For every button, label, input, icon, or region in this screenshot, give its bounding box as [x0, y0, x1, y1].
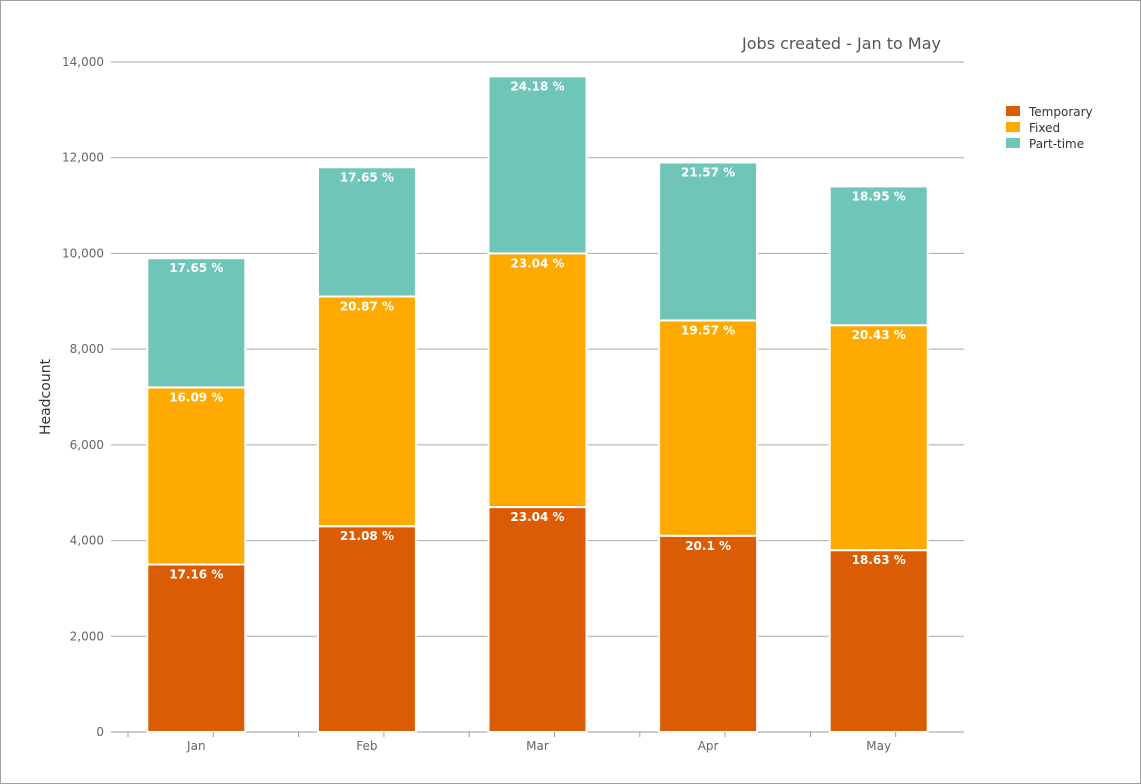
- bar-part-time: [487, 75, 588, 255]
- data-label: 24.18 %: [510, 79, 564, 93]
- x-tick-label: Feb: [356, 739, 377, 753]
- data-label: 16.09 %: [169, 390, 223, 404]
- y-tick-label: 2,000: [70, 629, 104, 643]
- x-tick-label: Apr: [698, 739, 719, 753]
- y-axis-label: Headcount: [38, 358, 54, 435]
- data-label: 23.04 %: [510, 510, 564, 524]
- bar-temporary: [316, 525, 417, 734]
- bar-part-time: [316, 166, 417, 298]
- bar-part-time: [146, 257, 247, 389]
- data-label: 17.16 %: [169, 568, 223, 582]
- data-label: 20.87 %: [340, 300, 394, 314]
- bar-temporary: [146, 563, 247, 733]
- bar-part-time: [658, 161, 759, 322]
- legend-label: Part-time: [1029, 137, 1084, 151]
- bar-fixed: [658, 319, 759, 537]
- x-tick-label: Jan: [186, 739, 206, 753]
- y-tick-label: 6,000: [70, 438, 104, 452]
- data-label: 21.57 %: [681, 166, 735, 180]
- y-tick-label: 0: [96, 725, 104, 739]
- data-label: 17.65 %: [340, 170, 394, 184]
- bar-temporary: [658, 534, 759, 733]
- data-label: 18.95 %: [852, 189, 906, 203]
- x-tick-label: May: [866, 739, 891, 753]
- y-tick-label: 8,000: [70, 342, 104, 356]
- data-label: 18.63 %: [852, 553, 906, 567]
- y-tick-label: 14,000: [62, 55, 104, 69]
- bar-fixed: [146, 386, 247, 566]
- x-tick-label: Mar: [526, 739, 549, 753]
- data-label: 17.65 %: [169, 261, 223, 275]
- bar-fixed: [828, 324, 929, 552]
- chart-title: Jobs created - Jan to May: [741, 34, 941, 53]
- bar-part-time: [828, 185, 929, 327]
- bar-temporary: [487, 506, 588, 734]
- data-label: 21.08 %: [340, 529, 394, 543]
- legend-label: Fixed: [1029, 121, 1060, 135]
- data-label: 20.1 %: [685, 539, 731, 553]
- bar-fixed: [316, 295, 417, 528]
- data-label: 19.57 %: [681, 323, 735, 337]
- y-tick-label: 4,000: [70, 534, 104, 548]
- legend-swatch: [1006, 106, 1020, 116]
- data-label: 23.04 %: [510, 256, 564, 270]
- legend-label: Temporary: [1028, 105, 1093, 119]
- legend-swatch: [1006, 138, 1020, 148]
- bar-temporary: [828, 549, 929, 734]
- bar-fixed: [487, 252, 588, 509]
- data-label: 20.43 %: [852, 328, 906, 342]
- y-tick-label: 10,000: [62, 246, 104, 260]
- y-tick-label: 12,000: [62, 151, 104, 165]
- legend-swatch: [1006, 122, 1020, 132]
